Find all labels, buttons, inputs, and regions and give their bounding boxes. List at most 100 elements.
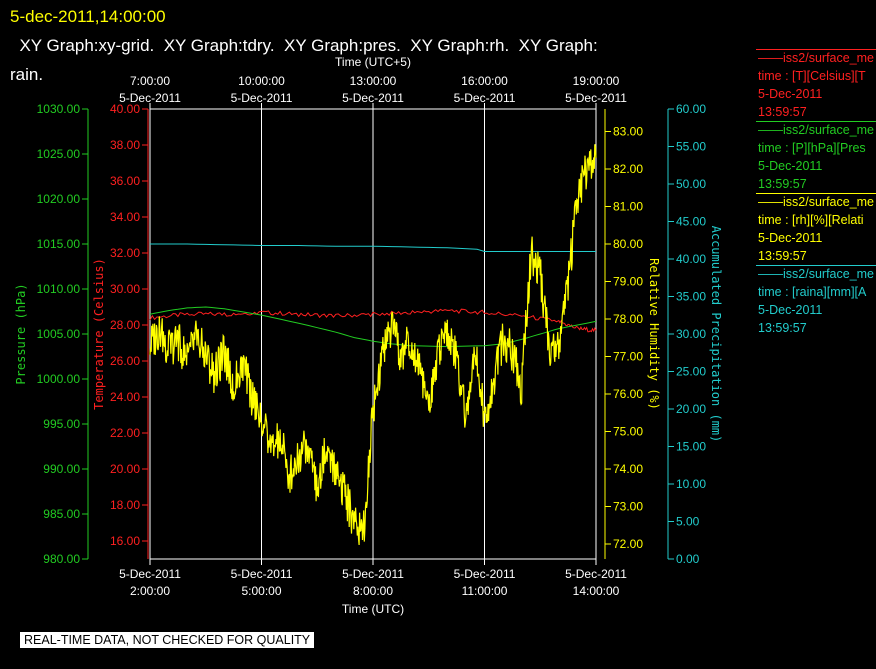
x-tick-date: 5-Dec-2011 — [565, 567, 627, 581]
precipitation-tick-label: 20.00 — [676, 402, 706, 416]
humidity-tick-label: 75.00 — [613, 425, 643, 439]
legend-line4: 13:59:57 — [758, 105, 807, 119]
humidity-tick-label: 77.00 — [613, 350, 643, 364]
legend-line3: 5-Dec-2011 — [758, 87, 823, 101]
pressure-tick-label: 980.00 — [43, 552, 80, 566]
x-axis-title: Time (UTC) — [342, 602, 404, 616]
temperature-tick-label: 18.00 — [110, 498, 140, 512]
legend-line4: 13:59:57 — [758, 249, 807, 263]
title-line2: rain. — [10, 65, 44, 84]
legend-line3: 5-Dec-2011 — [758, 303, 823, 317]
legend-separator — [756, 265, 876, 266]
x-top-tick-time: 7:00:00 — [130, 74, 170, 88]
temperature-tick-label: 16.00 — [110, 534, 140, 548]
precipitation-tick-label: 55.00 — [676, 140, 706, 154]
x-tick-time: 8:00:00 — [353, 584, 393, 598]
temperature-tick-label: 30.00 — [110, 282, 140, 296]
pressure-tick-label: 1020.00 — [37, 192, 81, 206]
legend-separator — [756, 121, 876, 122]
timestamp: 5-dec-2011,14:00:00 — [10, 7, 166, 26]
humidity-tick-label: 76.00 — [613, 387, 643, 401]
temperature-tick-label: 28.00 — [110, 318, 140, 332]
x-tick-time: 5:00:00 — [241, 584, 281, 598]
legend-line1: ——iss2/surface_me — [758, 195, 875, 209]
legend: ——iss2/surface_me time : [T][Celsius][T 5-… — [756, 49, 876, 337]
pressure-axis-title: Pressure (hPa) — [14, 283, 28, 384]
x-top-axis-title: Time (UTC+5) — [335, 55, 411, 69]
pressure-tick-label: 1015.00 — [37, 237, 81, 251]
x-tick-date: 5-Dec-2011 — [454, 567, 516, 581]
humidity-tick-label: 79.00 — [613, 275, 643, 289]
legend-line1: ——iss2/surface_me — [758, 267, 875, 281]
temperature-tick-label: 34.00 — [110, 210, 140, 224]
temperature-tick-label: 32.00 — [110, 246, 140, 260]
temperature-tick-label: 36.00 — [110, 174, 140, 188]
legend-line3: 5-Dec-2011 — [758, 159, 823, 173]
pressure-tick-label: 995.00 — [43, 417, 80, 431]
x-top-tick-date: 5-Dec-2011 — [565, 91, 627, 105]
humidity-tick-label: 80.00 — [613, 237, 643, 251]
legend-line3: 5-Dec-2011 — [758, 231, 823, 245]
temperature-axis-title: Temperature (Celsius) — [92, 258, 106, 410]
x-tick-date: 5-Dec-2011 — [231, 567, 293, 581]
x-top-tick-date: 5-Dec-2011 — [119, 91, 181, 105]
precipitation-tick-label: 50.00 — [676, 177, 706, 191]
temperature-tick-label: 24.00 — [110, 390, 140, 404]
humidity-tick-label: 82.00 — [613, 162, 643, 176]
x-tick-time: 2:00:00 — [130, 584, 170, 598]
pressure-tick-label: 985.00 — [43, 507, 80, 521]
humidity-tick-label: 83.00 — [613, 125, 643, 139]
precipitation-tick-label: 5.00 — [676, 515, 700, 529]
temperature-tick-label: 20.00 — [110, 462, 140, 476]
legend-entry-humidity: ——iss2/surface_me time : [rh][%][Relati 5-… — [756, 193, 876, 265]
pressure-tick-label: 990.00 — [43, 462, 80, 476]
x-tick-date: 5-Dec-2011 — [119, 567, 181, 581]
legend-line2: time : [raina][mm][A — [758, 285, 867, 299]
humidity-axis-title: Relative Humidity (%) — [647, 258, 661, 410]
legend-line2: time : [P][hPa][Pres — [758, 141, 866, 155]
x-top-tick-time: 16:00:00 — [461, 74, 508, 88]
pressure-tick-label: 1010.00 — [37, 282, 81, 296]
humidity-tick-label: 78.00 — [613, 312, 643, 326]
precipitation-series-line — [150, 243, 596, 252]
humidity-tick-label: 81.00 — [613, 200, 643, 214]
graph-title: 5-dec-2011,14:00:00 XY Graph:xy-grid. XY… — [10, 2, 750, 89]
precipitation-tick-label: 0.00 — [676, 552, 700, 566]
precipitation-axis-title: Accumulated Precipitation (mm) — [709, 226, 723, 443]
legend-line2: time : [T][Celsius][T — [758, 69, 866, 83]
legend-line1: ——iss2/surface_me — [758, 51, 875, 65]
precipitation-tick-label: 40.00 — [676, 252, 706, 266]
humidity-series-line — [149, 144, 597, 546]
precipitation-tick-label: 10.00 — [676, 477, 706, 491]
title-line1: XY Graph:xy-grid. XY Graph:tdry. XY Grap… — [10, 36, 598, 55]
temperature-tick-label: 38.00 — [110, 138, 140, 152]
precipitation-tick-label: 15.00 — [676, 440, 706, 454]
humidity-tick-label: 72.00 — [613, 537, 643, 551]
x-tick-time: 14:00:00 — [573, 584, 620, 598]
legend-separator — [756, 193, 876, 194]
x-top-tick-time: 19:00:00 — [573, 74, 620, 88]
temperature-series-line — [149, 308, 597, 333]
legend-line1: ——iss2/surface_me — [758, 123, 875, 137]
precipitation-tick-label: 45.00 — [676, 215, 706, 229]
legend-line4: 13:59:57 — [758, 177, 807, 191]
pressure-tick-label: 1000.00 — [37, 372, 81, 386]
pressure-tick-label: 1005.00 — [37, 327, 81, 341]
precipitation-tick-label: 60.00 — [676, 102, 706, 116]
x-tick-time: 11:00:00 — [462, 584, 508, 598]
pressure-tick-label: 1030.00 — [37, 102, 81, 116]
x-top-tick-date: 5-Dec-2011 — [454, 91, 516, 105]
humidity-tick-label: 74.00 — [613, 462, 643, 476]
x-top-tick-date: 5-Dec-2011 — [342, 91, 404, 105]
legend-separator — [756, 49, 876, 50]
temperature-tick-label: 22.00 — [110, 426, 140, 440]
temperature-tick-label: 26.00 — [110, 354, 140, 368]
legend-line4: 13:59:57 — [758, 321, 807, 335]
temperature-tick-label: 40.00 — [110, 102, 140, 116]
quality-note: REAL-TIME DATA, NOT CHECKED FOR QUALITY — [20, 632, 315, 648]
precipitation-tick-label: 35.00 — [676, 290, 706, 304]
x-top-tick-time: 13:00:00 — [350, 74, 397, 88]
